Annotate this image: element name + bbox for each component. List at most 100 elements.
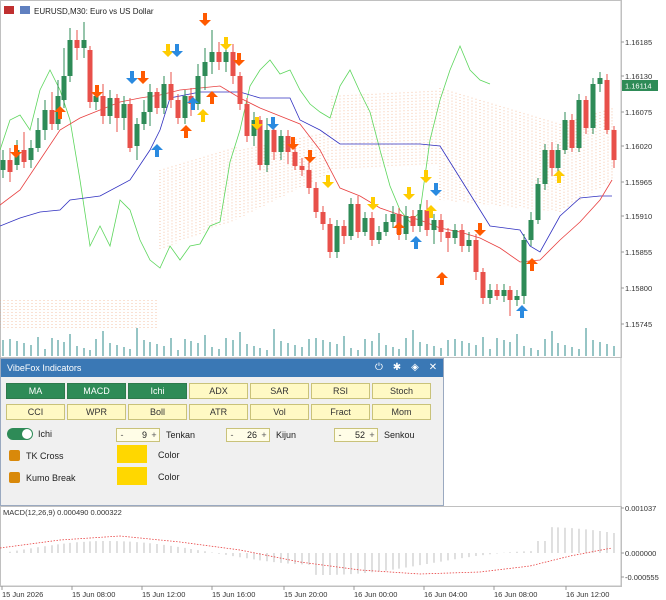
tenkan-decrement-button[interactable]: - (120, 430, 124, 440)
tab-fract[interactable]: Fract (311, 404, 370, 420)
tab-sar[interactable]: SAR (250, 383, 309, 399)
diamond-icon[interactable]: ◈ (411, 362, 419, 373)
candle-body (81, 40, 87, 48)
candle-body (438, 220, 444, 232)
sell-signal-arrow-icon (220, 37, 232, 50)
tenkan-value[interactable]: 9 (141, 430, 147, 440)
kumo-cloud (0, 88, 613, 330)
time-tick-label: 16 Jun 00:00 (354, 590, 397, 599)
tab-mom[interactable]: Mom (372, 404, 431, 420)
candle-body (410, 216, 416, 226)
candle-body (590, 84, 596, 128)
candle-body (417, 210, 423, 226)
candle-body (535, 184, 541, 220)
candle-body (452, 230, 458, 238)
ichi-toggle[interactable] (7, 428, 33, 440)
kumo-break-checkbox[interactable] (9, 472, 20, 483)
candle-body (299, 166, 305, 170)
candle-body (28, 148, 34, 160)
panel-title: VibeFox Indicators (7, 363, 82, 373)
candle-body (14, 150, 20, 165)
candle-body (555, 150, 561, 168)
sell-signal-arrow-icon (430, 183, 442, 196)
macd-signal-line (0, 535, 613, 575)
kumo-break-color-swatch[interactable] (117, 467, 147, 485)
candle-body (334, 226, 340, 252)
kijun-value[interactable]: 26 (246, 430, 257, 440)
time-axis: 15 Jun 2026 15 Jun 08:00 15 Jun 12:00 15 Ju… (1, 586, 609, 599)
buy-signal-arrow-icon (197, 109, 209, 122)
kijun-increment-button[interactable]: + (261, 430, 267, 440)
sell-signal-arrow-icon (162, 44, 174, 57)
candle-body (141, 112, 147, 124)
time-tick-label: 16 Jun 04:00 (424, 590, 467, 599)
macd-pane[interactable] (0, 506, 622, 587)
tab-atr[interactable]: ATR (189, 404, 248, 420)
tab-wpr[interactable]: WPR (67, 404, 126, 420)
tab-adx[interactable]: ADX (189, 383, 248, 399)
candle-body (611, 130, 617, 160)
svg-text:EURUSD,M30: Euro vs US Dollar: EURUSD,M30: Euro vs US Dollar (34, 7, 154, 16)
close-icon[interactable]: ✕ (428, 362, 438, 373)
senkou-decrement-button[interactable]: - (338, 430, 342, 440)
tab-vol[interactable]: Vol (250, 404, 309, 420)
kijun-stepper[interactable]: - 26 + (226, 428, 270, 442)
kijun-sen-line (0, 91, 612, 253)
sell-signal-arrow-icon (137, 71, 149, 84)
price-tick-label: 1.15965 (625, 178, 652, 187)
panel-header[interactable]: VibeFox Indicators ⏻ ✱ ◈ ✕ (1, 359, 443, 377)
time-tick-label: 15 Jun 2026 (2, 590, 43, 599)
candle-body (494, 290, 500, 296)
candle-body (459, 230, 465, 246)
kijun-decrement-button[interactable]: - (230, 430, 234, 440)
tab-rsi[interactable]: RSI (311, 383, 370, 399)
buy-signal-arrow-icon (553, 170, 565, 183)
candle-body (107, 98, 113, 116)
candle-body (21, 150, 27, 162)
tab-ma[interactable]: MA (6, 383, 65, 399)
power-icon[interactable]: ⏻ (375, 362, 383, 373)
candle-body (67, 40, 73, 76)
tenkan-stepper[interactable]: - 9 + (116, 428, 160, 442)
candle-body (42, 110, 48, 130)
sell-signal-arrow-icon (403, 187, 415, 200)
tk-cross-checkbox[interactable] (9, 450, 20, 461)
macd-scale: 0.001037 0.000000 -0.000555 (621, 504, 659, 582)
candle-body (383, 222, 389, 232)
candle-body (514, 296, 520, 300)
tenkan-increment-button[interactable]: + (151, 430, 157, 440)
gear-icon[interactable]: ✱ (392, 362, 402, 373)
candle-body (355, 204, 361, 232)
candle-body (114, 98, 120, 118)
candle-body (244, 104, 250, 136)
tk-cross-color-swatch[interactable] (117, 445, 147, 463)
senkou-stepper[interactable]: - 52 + (334, 428, 378, 442)
tab-stoch[interactable]: Stoch (372, 383, 431, 399)
candle-body (251, 120, 257, 136)
macd-scale-label: 0.000000 (625, 549, 656, 558)
candle-body (521, 240, 527, 296)
tab-boll[interactable]: Boll (128, 404, 187, 420)
senkou-value[interactable]: 52 (354, 430, 365, 440)
sell-signal-arrow-icon (233, 53, 245, 66)
price-tick-label: 1.15910 (625, 212, 652, 221)
buy-signal-arrow-icon (410, 236, 422, 249)
senkou-label: Senkou (384, 430, 415, 440)
time-tick-label: 16 Jun 08:00 (494, 590, 537, 599)
candle-body (501, 290, 507, 296)
candle-body (569, 120, 575, 148)
tab-macd[interactable]: MACD (67, 383, 126, 399)
tenkan-label: Tenkan (166, 430, 196, 440)
candle-body (7, 160, 13, 172)
candle-body (576, 100, 582, 148)
buy-signal-arrow-icon (425, 205, 437, 218)
indicator-panel[interactable]: VibeFox Indicators ⏻ ✱ ◈ ✕ MA MACD Ichi ADX… (0, 358, 444, 506)
senkou-increment-button[interactable]: + (369, 430, 375, 440)
candle-body (209, 52, 215, 62)
candle-body (195, 76, 201, 104)
sell-signal-arrow-icon (474, 223, 486, 236)
buy-signal-arrow-icon (151, 144, 163, 157)
tab-cci[interactable]: CCI (6, 404, 65, 420)
tab-ichi[interactable]: Ichi (128, 383, 187, 399)
